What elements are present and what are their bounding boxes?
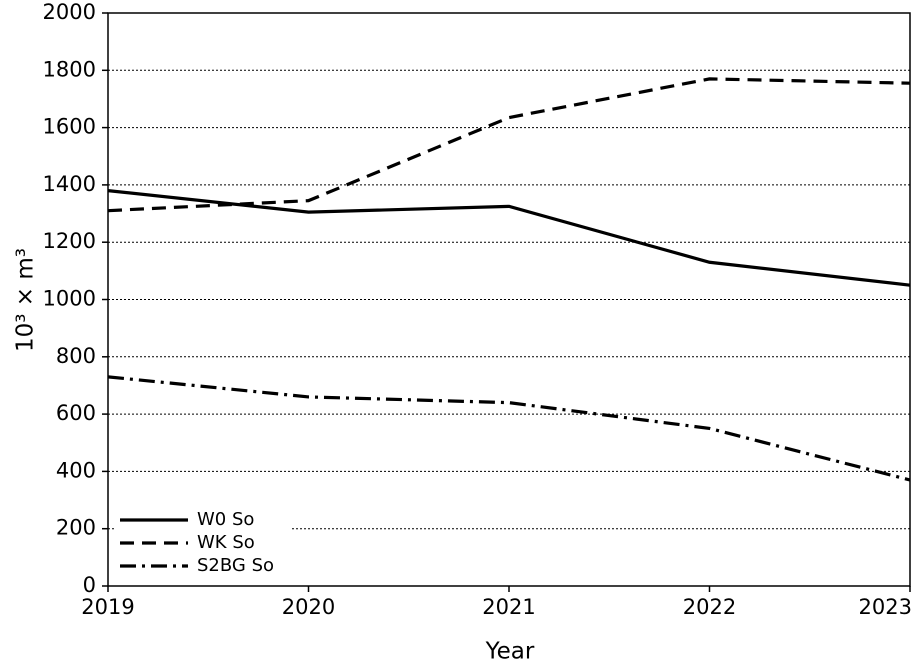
y-tick-label: 2000 <box>43 0 96 24</box>
legend-label: W0 So <box>197 509 254 530</box>
y-tick-label: 1200 <box>43 229 96 253</box>
y-tick-label: 800 <box>56 344 96 368</box>
y-tick-label: 600 <box>56 401 96 425</box>
y-tick-label: 400 <box>56 458 96 482</box>
x-tick-label: 2019 <box>81 595 134 619</box>
legend-label: S2BG So <box>197 555 274 576</box>
plot-frame <box>107 12 911 587</box>
legend-label: WK So <box>197 532 255 553</box>
y-tick-label: 1000 <box>43 287 96 311</box>
x-tick-label: 2021 <box>482 595 535 619</box>
y-tick-label: 200 <box>56 516 96 540</box>
x-tick-label: 2020 <box>282 595 335 619</box>
x-tick-label: 2022 <box>683 595 736 619</box>
series-line <box>107 77 911 213</box>
series-line <box>107 375 911 482</box>
x-axis-label: Year <box>485 639 535 664</box>
y-tick-label: 1800 <box>43 57 96 81</box>
y-tick-label: 1600 <box>43 115 96 139</box>
y-tick-label: 1400 <box>43 172 96 196</box>
y-tick-label: 0 <box>83 573 96 597</box>
y-axis-label: 10³ × m³ <box>13 248 39 352</box>
x-tick-label: 2023 <box>859 595 912 619</box>
